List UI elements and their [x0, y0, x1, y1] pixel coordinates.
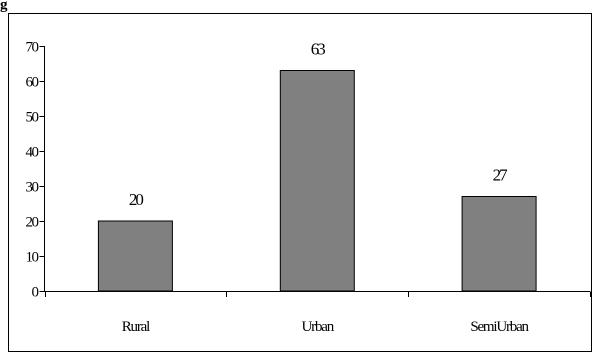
y-tick-label: 60 — [26, 75, 39, 91]
bars — [97, 70, 537, 292]
x-axis-labels: Rural Urban SemiUrban — [122, 319, 531, 335]
y-tick-label: 30 — [26, 180, 39, 196]
figure-label: g — [0, 0, 8, 13]
bar-urban — [279, 70, 355, 292]
bar-semi-urban — [461, 196, 537, 292]
x-category-label: Urban — [302, 319, 335, 335]
y-axis-ticks: 0 10 20 30 40 50 60 70 — [26, 40, 591, 301]
y-tick-label: 0 — [32, 285, 39, 301]
y-tick-label: 20 — [26, 215, 39, 231]
y-tick-label: 40 — [26, 145, 39, 161]
x-category-label: SemiUrban — [470, 319, 529, 335]
data-label: 63 — [311, 40, 326, 59]
bar-rural — [97, 220, 173, 292]
y-tick-label: 10 — [26, 250, 39, 266]
y-tick-label: 70 — [26, 40, 39, 56]
data-label: 20 — [129, 190, 144, 209]
data-label: 27 — [493, 166, 509, 185]
y-tick-label: 50 — [26, 110, 39, 126]
x-category-label: Rural — [122, 319, 150, 335]
chart-frame-border — [8, 13, 592, 352]
